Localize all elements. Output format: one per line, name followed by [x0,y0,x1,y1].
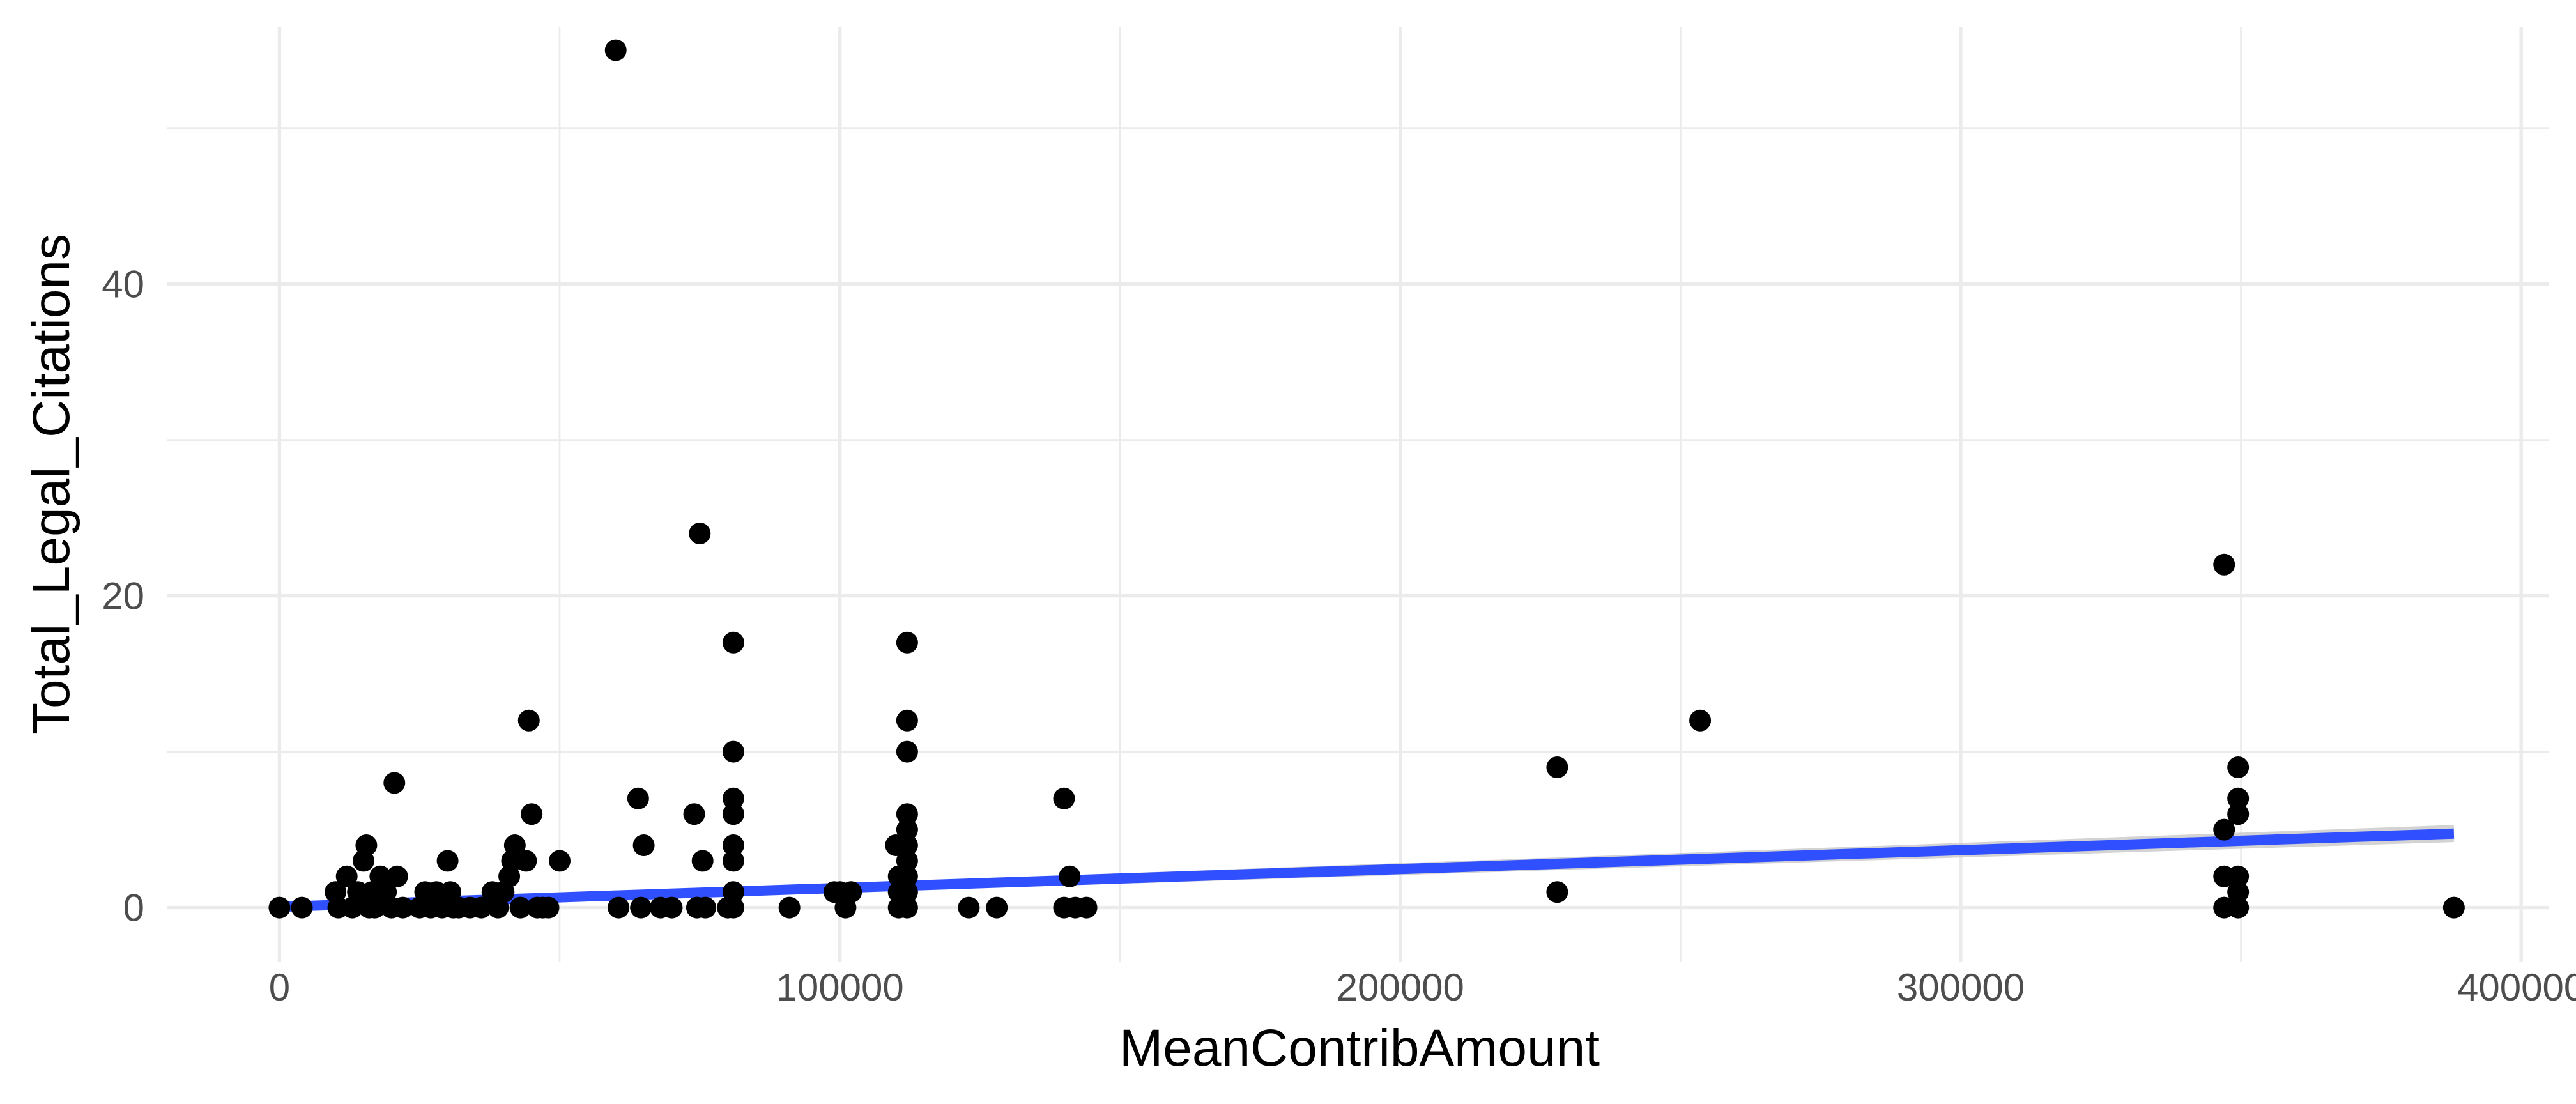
data-point [1053,787,1075,809]
data-point [392,896,414,919]
data-point [691,850,714,872]
data-point [1689,709,1712,732]
data-point [537,896,560,919]
data-point [778,896,801,919]
data-point [1075,896,1098,919]
data-point [986,896,1008,919]
data-point [896,834,918,856]
data-point [958,896,980,919]
data-point [2442,896,2465,919]
data-point [840,881,862,903]
data-point [896,896,918,919]
data-point [383,772,406,794]
data-point [689,523,711,544]
data-point [521,803,543,825]
data-point [355,834,378,856]
data-point [722,803,744,825]
data-point [518,709,540,732]
x-tick-label: 0 [269,966,290,1009]
data-point [2213,818,2235,841]
data-points [268,39,2465,919]
data-point [515,850,537,872]
data-point [627,787,649,809]
data-point [722,896,744,919]
data-point [661,896,683,919]
data-point [291,896,313,919]
data-point [683,803,705,825]
data-point [722,740,744,763]
data-point [630,896,652,919]
data-point [1546,881,1568,903]
data-point [896,881,918,903]
data-point [608,896,630,919]
data-point [694,896,717,919]
x-tick-label: 400000 [2457,966,2576,1009]
y-tick-label: 0 [123,887,144,930]
data-point [2213,553,2235,576]
trend-line [279,828,2455,912]
data-point [722,881,744,903]
data-point [436,850,459,872]
data-point [2227,896,2250,919]
grid [167,27,2549,962]
data-point [470,896,493,919]
data-point [896,865,918,887]
data-point [722,631,744,654]
data-point [364,896,386,919]
data-point [2227,756,2250,778]
data-point [896,803,918,825]
y-axis-title: Total_Legal_Citations [22,234,80,735]
data-point [722,787,744,809]
data-point [2227,865,2250,887]
data-point [1546,756,1568,778]
x-axis-title: MeanContribAmount [1119,1019,1600,1077]
tick-labels: 0 100000 200000 300000 400000 0 20 40 [102,263,2576,1009]
data-point [335,865,358,887]
data-point [632,834,655,856]
y-tick-label: 40 [102,263,144,306]
data-point [2227,787,2250,809]
data-point [503,834,526,856]
data-point [1059,865,1081,887]
data-point [2227,803,2250,825]
regression-line [279,828,2455,912]
data-point [2227,881,2250,903]
data-point [268,896,291,919]
data-point [722,834,744,856]
y-tick-label: 20 [102,575,144,618]
x-tick-label: 100000 [776,966,904,1009]
data-point [896,850,918,872]
data-point [896,631,918,654]
data-point [549,850,571,872]
data-point [509,896,532,919]
data-point [722,850,744,872]
data-point [896,818,918,841]
data-point [896,709,918,732]
data-point [386,865,408,887]
x-tick-label: 300000 [1897,966,2025,1009]
data-point [604,39,627,61]
x-tick-label: 200000 [1337,966,1464,1009]
data-point [896,740,918,763]
